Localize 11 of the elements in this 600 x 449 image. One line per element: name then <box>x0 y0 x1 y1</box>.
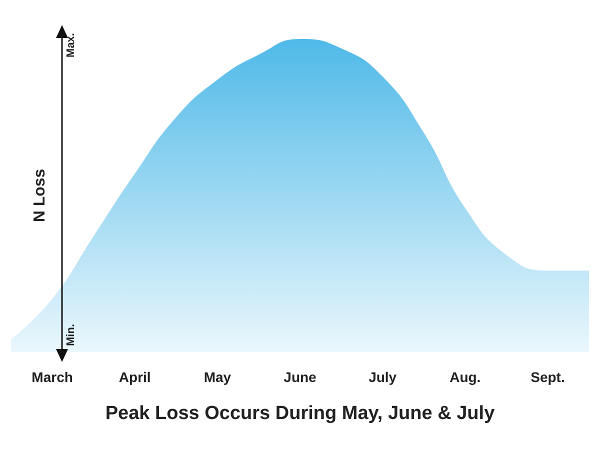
x-tick-label: Aug. <box>450 369 481 385</box>
annotation: Min. <box>65 324 77 346</box>
x-axis-title: Peak Loss Occurs During May, June & July <box>105 403 496 424</box>
x-tick-label: Sept. <box>530 369 565 385</box>
annotation: Max. <box>65 33 77 58</box>
x-tick-label: June <box>284 369 317 385</box>
x-tick-label: July <box>368 369 397 385</box>
x-tick-label: March <box>32 369 73 385</box>
y-axis-title: N Loss <box>32 168 48 222</box>
x-tick-label: May <box>204 369 232 385</box>
x-tick-label: April <box>118 369 151 385</box>
